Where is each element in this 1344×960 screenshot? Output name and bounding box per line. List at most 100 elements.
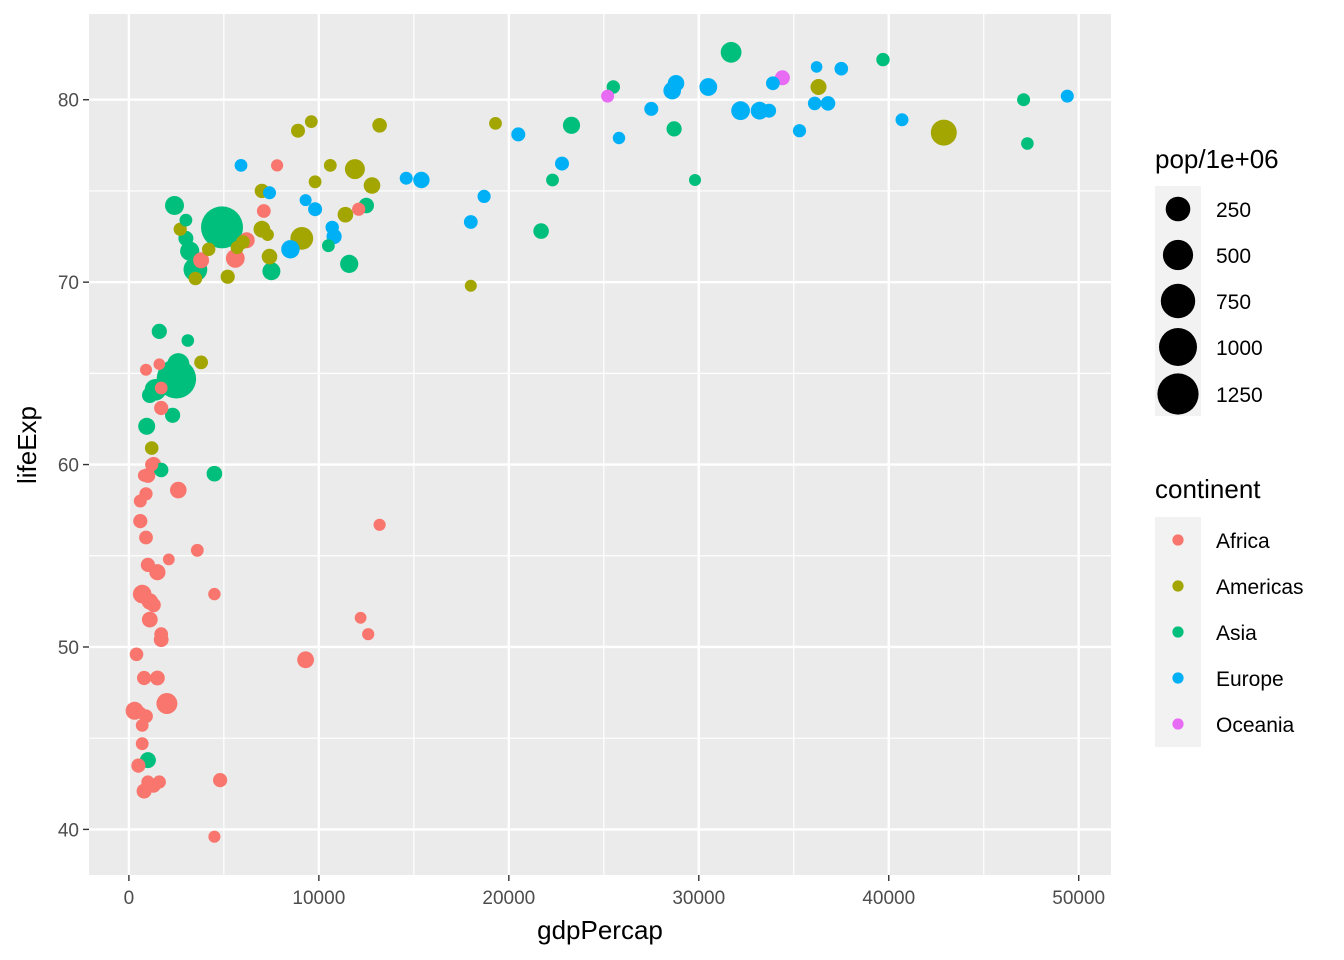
data-point-asia [546,173,559,187]
data-point-europe [807,96,822,111]
data-point-europe [792,124,807,138]
data-point-americas [261,248,278,265]
size-legend: pop/1e+06 250 500 750 1000 1250 [1155,144,1279,416]
data-point-americas [202,242,216,256]
data-point-oceania [601,89,615,103]
size-legend-label: 500 [1216,245,1251,268]
data-point-asia [322,239,335,253]
grid-major [89,14,1111,875]
data-point-africa [208,830,221,843]
size-legend-key [1159,328,1197,366]
data-point-americas [220,269,235,284]
data-point-asia [876,52,890,67]
data-point-americas [464,279,477,292]
data-point-europe [281,240,300,259]
data-point-europe [463,215,478,229]
data-point-africa [170,481,187,499]
data-point-africa [141,611,158,628]
plot-panel [89,14,1111,875]
data-point-europe [699,78,718,96]
data-point-americas [363,177,381,194]
x-tick-label: 10000 [292,888,345,909]
color-legend-key [1172,626,1184,638]
data-point-africa [133,514,148,529]
data-point-asia [142,387,158,404]
data-point-europe [308,202,323,217]
data-point-asia [179,213,193,227]
size-legend-label: 750 [1216,291,1251,314]
data-point-asia [562,116,581,134]
data-point-europe [413,171,430,189]
data-point-americas [230,240,244,255]
data-point-africa [150,565,165,579]
data-point-asia [1021,137,1034,150]
data-point-africa [153,358,166,371]
data-point-asia [206,465,223,482]
x-axis-title: gdpPercap [537,915,663,945]
data-point-europe [399,171,413,185]
color-legend-items: Africa Americas Asia Europe Oceania [1172,530,1304,737]
data-point-americas [344,159,365,180]
data-point-asia [181,334,195,347]
color-legend-key [1172,672,1184,684]
data-point-africa [156,693,178,714]
data-point-asia [533,223,549,239]
y-tick-label: 40 [58,820,79,841]
size-legend-label: 1250 [1216,384,1263,407]
x-tick-label: 50000 [1052,888,1105,909]
data-point-asia [1017,93,1031,107]
data-point-africa [154,400,169,416]
grid-minor [89,14,1111,875]
data-point-africa [133,494,147,508]
data-point-asia [165,196,184,215]
data-point-asia [151,323,167,339]
data-point-africa [145,458,158,471]
color-legend-title: continent [1155,474,1261,504]
data-point-europe [766,76,780,91]
data-point-europe [299,194,312,207]
data-point-africa [146,597,161,613]
data-point-europe [731,101,750,121]
data-point-asia [689,174,701,186]
size-legend-label: 250 [1216,199,1251,222]
size-legend-key [1160,283,1196,319]
data-point-africa [190,543,204,557]
y-tick-label: 50 [58,638,79,659]
size-legend-key [1165,196,1191,222]
color-legend: continent Africa Americas Asia Europe Oceani… [1155,474,1304,747]
data-point-europe [234,159,248,172]
color-legend-label: Asia [1216,622,1257,645]
data-point-asia [138,417,156,435]
y-tick-label: 60 [58,456,79,477]
size-legend-title: pop/1e+06 [1155,144,1279,174]
data-point-asia [666,121,682,137]
data-point-africa [213,773,228,788]
data-point-africa [297,651,314,669]
data-point-africa [129,647,144,662]
data-point-europe [644,101,659,116]
data-point-europe [1060,89,1074,103]
data-point-africa [271,159,284,172]
color-legend-label: Africa [1216,530,1270,553]
data-point-africa [140,363,152,376]
data-point-americas [144,441,159,455]
data-point-africa [134,706,147,719]
data-point-asia [165,407,181,423]
size-legend-key [1157,373,1199,415]
data-point-americas [308,175,322,189]
data-point-americas [489,117,502,130]
color-legend-label: Americas [1216,576,1304,599]
data-point-americas [323,159,337,172]
data-point-americas [930,119,957,146]
data-point-asia [262,262,281,281]
data-point-africa [141,775,155,789]
data-point-africa [162,553,175,566]
data-point-africa [150,670,165,686]
data-point-asia [167,353,190,376]
size-legend-items: 250 500 750 1000 1250 [1157,196,1263,415]
data-point-africa [135,737,149,751]
x-tick-label: 20000 [482,888,535,909]
data-point-europe [612,131,626,145]
y-axis: 40 50 60 70 80 [58,91,89,841]
data-point-africa [153,775,166,789]
